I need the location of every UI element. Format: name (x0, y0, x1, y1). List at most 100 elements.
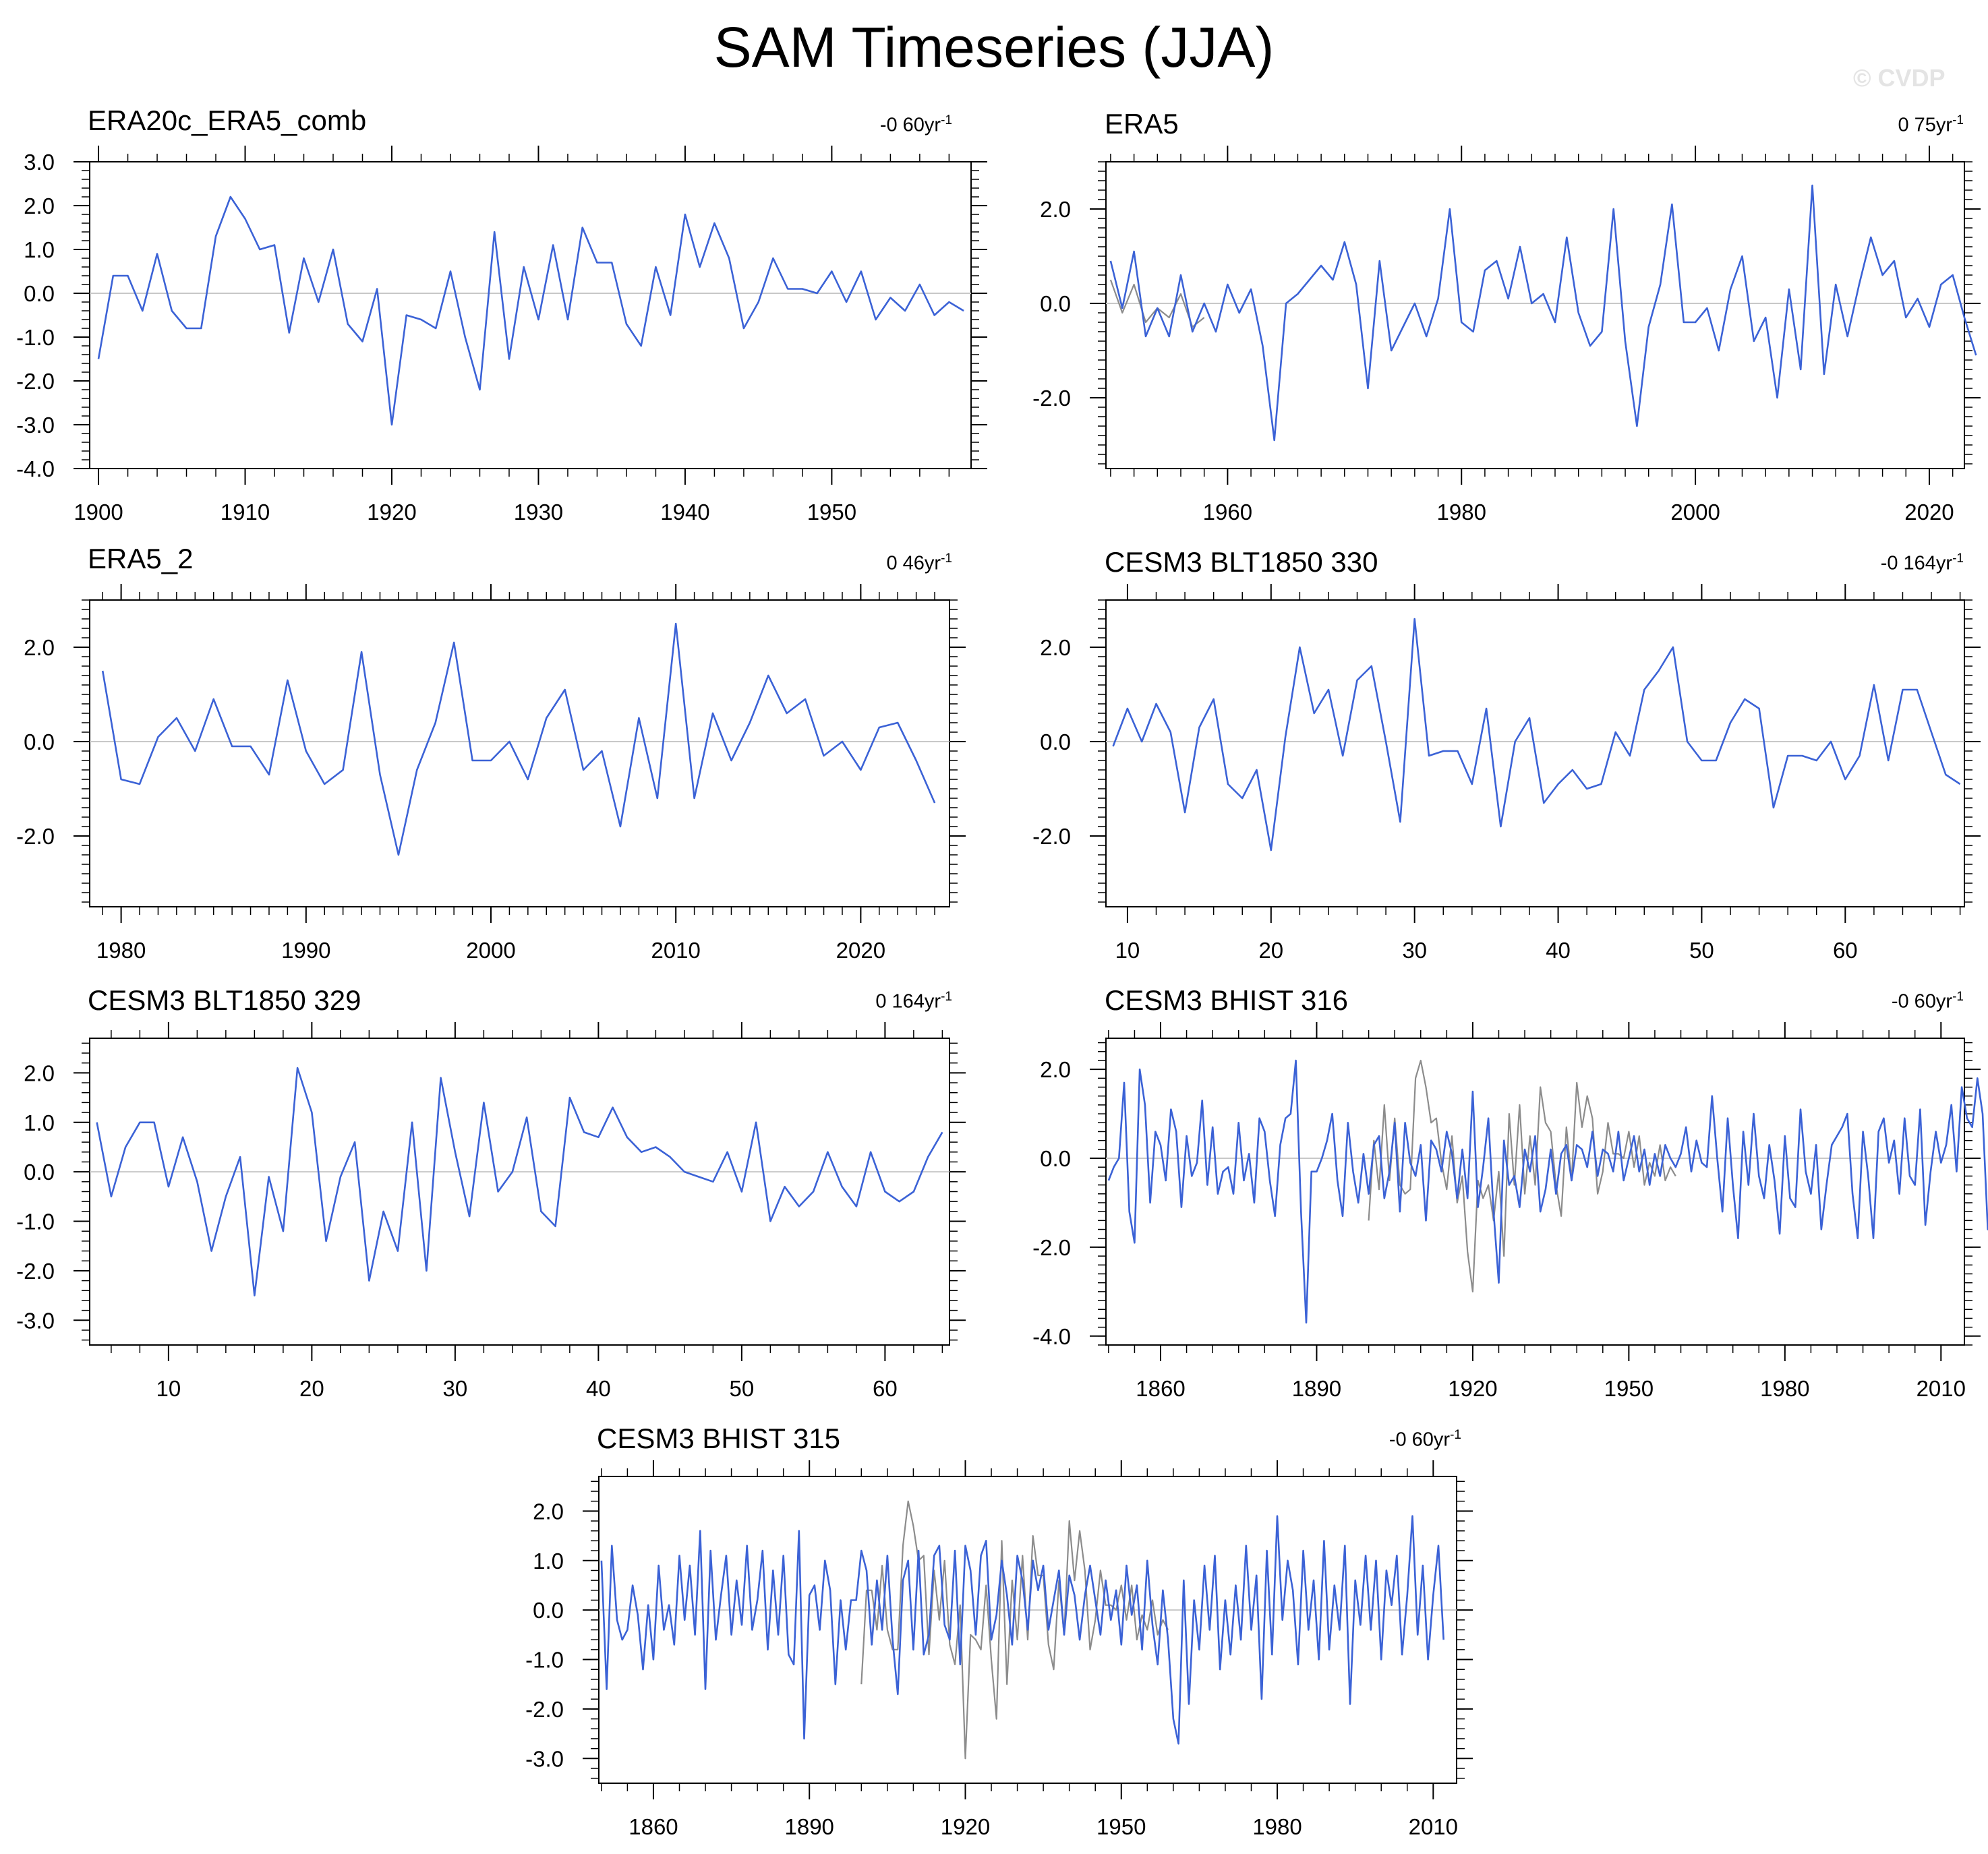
x-tick-label: 1950 (807, 500, 856, 525)
panel-title: ERA20c_ERA5_comb (88, 104, 367, 136)
x-tick-label: 1900 (74, 500, 123, 525)
x-tick-label: 2010 (1409, 1814, 1458, 1839)
trend-label: -0 164yr-1 (1880, 551, 1964, 574)
y-tick-label: 2.0 (1040, 635, 1071, 660)
x-tick-label: 1980 (1760, 1376, 1809, 1401)
y-tick-label: -3.0 (525, 1746, 564, 1771)
x-tick-label: 20 (299, 1376, 324, 1401)
y-tick-label: 0.0 (533, 1598, 564, 1623)
series-line-primary (1112, 618, 1961, 851)
y-tick-label: -2.0 (1032, 1235, 1071, 1260)
y-tick-label: 2.0 (24, 635, 55, 660)
panel-title: CESM3 BLT1850 329 (88, 984, 361, 1016)
panel-title: ERA5_2 (88, 543, 194, 574)
y-tick-label: 2.0 (1040, 197, 1071, 222)
trend-label: -0 60yr-1 (879, 113, 952, 136)
plot-frame (1105, 599, 1965, 907)
y-tick-label: -1.0 (16, 1209, 55, 1234)
panel-title: CESM3 BHIST 316 (1105, 984, 1349, 1016)
plot-frame (89, 161, 972, 469)
panel-title: CESM3 BHIST 315 (597, 1423, 841, 1454)
y-tick-label: 0.0 (24, 1160, 55, 1185)
x-tick-label: 2010 (651, 938, 700, 963)
x-tick-label: 1990 (281, 938, 330, 963)
y-tick-label: 0.0 (24, 729, 55, 754)
x-tick-label: 1980 (1252, 1814, 1302, 1839)
x-tick-label: 1890 (785, 1814, 834, 1839)
x-tick-label: 50 (1689, 938, 1714, 963)
y-tick-label: -2.0 (525, 1697, 564, 1722)
series-line-primary (101, 622, 936, 856)
x-tick-label: 1860 (628, 1814, 678, 1839)
x-tick-label: 1920 (367, 500, 416, 525)
x-tick-label: 1960 (1203, 500, 1252, 525)
x-tick-label: 40 (586, 1376, 611, 1401)
y-tick-label: -4.0 (1032, 1324, 1071, 1349)
series-line-secondary (1368, 1059, 1676, 1293)
x-tick-label: 1950 (1097, 1814, 1146, 1839)
trend-label: 0 75yr-1 (1898, 113, 1964, 136)
cvdp-watermark: © CVDP (1853, 64, 1946, 92)
y-tick-label: 2.0 (533, 1499, 564, 1524)
page-title: SAM Timeseries (JJA) (713, 16, 1275, 79)
trend-label: 0 46yr-1 (886, 551, 952, 574)
y-tick-label: -2.0 (1032, 824, 1071, 849)
series-line-primary (1107, 1059, 1988, 1324)
x-tick-label: 1950 (1604, 1376, 1654, 1401)
y-tick-label: 0.0 (1040, 1146, 1071, 1171)
x-tick-label: 1910 (221, 500, 270, 525)
x-tick-label: 1860 (1136, 1376, 1185, 1401)
x-tick-label: 1920 (941, 1814, 990, 1839)
y-tick-label: -1.0 (16, 325, 55, 350)
y-tick-label: 1.0 (24, 237, 55, 262)
y-tick-label: -2.0 (16, 824, 55, 849)
trend-label: -0 60yr-1 (1388, 1428, 1461, 1451)
x-tick-label: 10 (156, 1376, 181, 1401)
x-tick-label: 2020 (836, 938, 885, 963)
trend-label: 0 164yr-1 (875, 990, 952, 1013)
y-tick-label: -2.0 (1032, 386, 1071, 411)
x-tick-label: 2000 (1670, 500, 1720, 525)
y-tick-label: 3.0 (24, 150, 55, 175)
x-tick-label: 60 (873, 1376, 898, 1401)
y-tick-label: -3.0 (16, 413, 55, 438)
x-tick-label: 10 (1115, 938, 1140, 963)
x-tick-label: 2000 (466, 938, 515, 963)
x-tick-label: 1890 (1292, 1376, 1341, 1401)
x-tick-label: 1920 (1448, 1376, 1497, 1401)
y-tick-label: 0.0 (1040, 291, 1071, 316)
x-tick-label: 40 (1546, 938, 1571, 963)
plot-frame (89, 599, 950, 907)
x-tick-label: 1980 (1437, 500, 1486, 525)
x-tick-label: 1930 (514, 500, 563, 525)
y-tick-label: 2.0 (24, 193, 55, 218)
x-tick-label: 1980 (96, 938, 146, 963)
x-tick-label: 2010 (1917, 1376, 1966, 1401)
y-tick-label: 2.0 (24, 1060, 55, 1085)
panel-title: CESM3 BLT1850 330 (1105, 546, 1378, 578)
x-tick-label: 30 (443, 1376, 468, 1401)
y-tick-label: -3.0 (16, 1308, 55, 1333)
x-tick-label: 50 (730, 1376, 755, 1401)
y-tick-label: -2.0 (16, 369, 55, 394)
y-tick-label: 0.0 (24, 281, 55, 306)
y-tick-label: -4.0 (16, 456, 55, 481)
x-tick-label: 1940 (660, 500, 709, 525)
series-line-primary (96, 1067, 943, 1296)
series-line-primary (1109, 184, 1977, 442)
x-tick-label: 2020 (1904, 500, 1954, 525)
y-tick-label: 2.0 (1040, 1057, 1071, 1082)
y-tick-label: 0.0 (1040, 729, 1071, 754)
panel-title: ERA5 (1105, 108, 1179, 140)
y-tick-label: 1.0 (533, 1549, 564, 1574)
x-tick-label: 30 (1402, 938, 1427, 963)
y-tick-label: -2.0 (16, 1259, 55, 1284)
series-line-primary (600, 1515, 1444, 1745)
